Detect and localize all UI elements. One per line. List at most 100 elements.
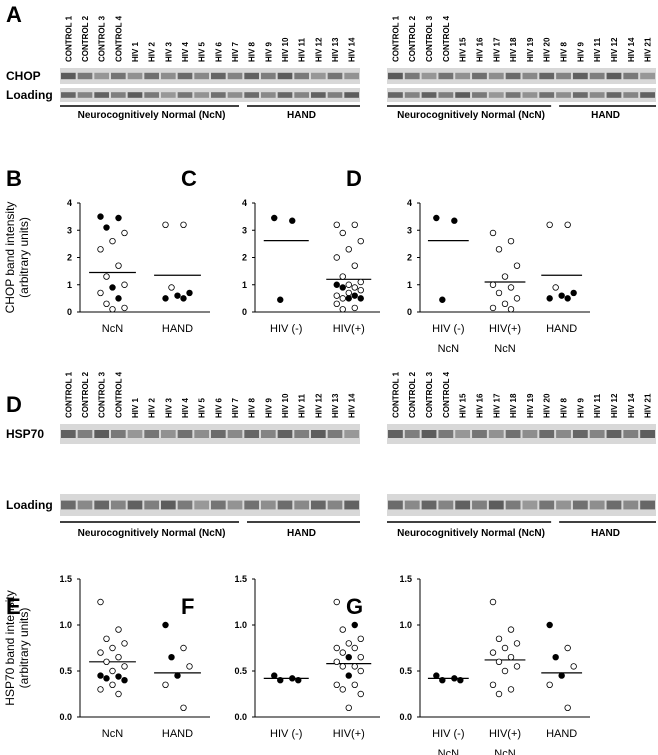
data-point [351,304,358,312]
row-label: Loading [6,498,53,512]
blot-band [127,500,143,510]
data-point [345,672,352,679]
data-point [495,635,503,642]
blot-band [327,72,343,80]
lane-label: CONTROL 2 [81,371,90,418]
data-point [507,626,515,633]
blot-band [421,72,437,80]
blot-band [144,500,159,510]
blot-band [539,430,555,438]
data-point [115,673,122,680]
x-tick-label: NcN [102,728,123,740]
blot-band [388,430,403,438]
lane-label: HIV 11 [298,37,307,62]
lane-label: CONTROL 4 [114,15,123,62]
data-point [174,672,181,679]
y-tick-label: 0 [407,307,412,317]
blot-band [589,500,605,510]
panel-letter: G [346,594,363,619]
lane-label: CONTROL 1 [391,15,400,62]
blot-band [421,92,437,98]
lane-label: HIV 20 [543,37,552,62]
blot-band [227,72,243,80]
lane-label: HIV 1 [131,397,140,418]
blot-band [438,92,454,98]
y-axis-label: (arbitrary units) [17,608,31,689]
blot-band [388,72,403,80]
blot-band [388,92,403,98]
data-point [351,663,358,670]
data-point [339,626,346,633]
lane-label: HIV 13 [331,37,340,62]
data-point [339,649,346,656]
blot-band [127,72,143,80]
data-point [109,237,116,245]
blot-band [161,500,176,510]
y-tick-label: 0 [242,307,247,317]
y-tick-label: 1.0 [59,620,72,630]
data-point [345,246,352,253]
data-point [357,278,364,286]
data-point [180,295,187,302]
blot-band [404,430,420,438]
blot-band [455,92,471,98]
blot-band [589,92,605,98]
blot-band [311,72,326,80]
x-tick-label: HIV (-) [270,728,302,740]
data-point [289,675,296,682]
data-point [121,677,128,684]
data-point [333,281,340,288]
group-label: Neurocognitively Normal (NcN) [78,110,226,121]
lane-label: HIV 11 [593,393,602,418]
data-point [162,621,169,629]
y-tick-label: 0.0 [59,712,72,722]
group-label: Neurocognitively Normal (NcN) [397,528,545,539]
blot-band [211,92,226,98]
blot-band [344,430,359,438]
lane-label: HIV 10 [281,393,290,418]
lane-label: HIV 21 [644,393,653,418]
data-point [162,221,169,228]
data-point [277,296,284,303]
lane-label: CONTROL 2 [81,15,90,62]
data-point [351,621,358,629]
blot-band [606,72,622,80]
lane-label: HIV 19 [526,393,535,418]
lane-label: HIV 15 [459,37,468,62]
lane-label: HIV 18 [509,37,518,62]
data-point [333,221,340,228]
data-point [513,640,521,647]
x-tick-label: HIV(+) [489,323,521,335]
data-point [501,644,509,652]
lane-label: HIV 4 [181,41,190,62]
data-point [357,654,364,661]
blot-band [522,500,538,510]
lane-label: HIV 17 [492,393,501,418]
data-point [495,246,503,253]
blot-strip [387,424,656,444]
blot-band [177,72,193,80]
data-point [546,681,553,688]
data-point [103,635,110,642]
blot-band [421,430,437,438]
data-point [489,681,497,688]
data-point [564,221,571,228]
blot-strip [387,88,656,102]
data-point [546,621,553,629]
blot-band [327,500,343,510]
data-point [507,686,515,693]
data-point [97,246,104,253]
blot-band [194,72,209,80]
data-point [495,289,503,297]
blot-band [227,430,243,438]
data-point [339,273,346,280]
data-point [357,237,364,245]
blot-band [344,92,359,98]
blot-band [277,72,293,80]
blot-band [144,430,159,438]
blot-band [261,92,276,98]
blot-band [161,430,176,438]
data-point [451,217,458,224]
lane-label: HIV 3 [164,397,173,418]
